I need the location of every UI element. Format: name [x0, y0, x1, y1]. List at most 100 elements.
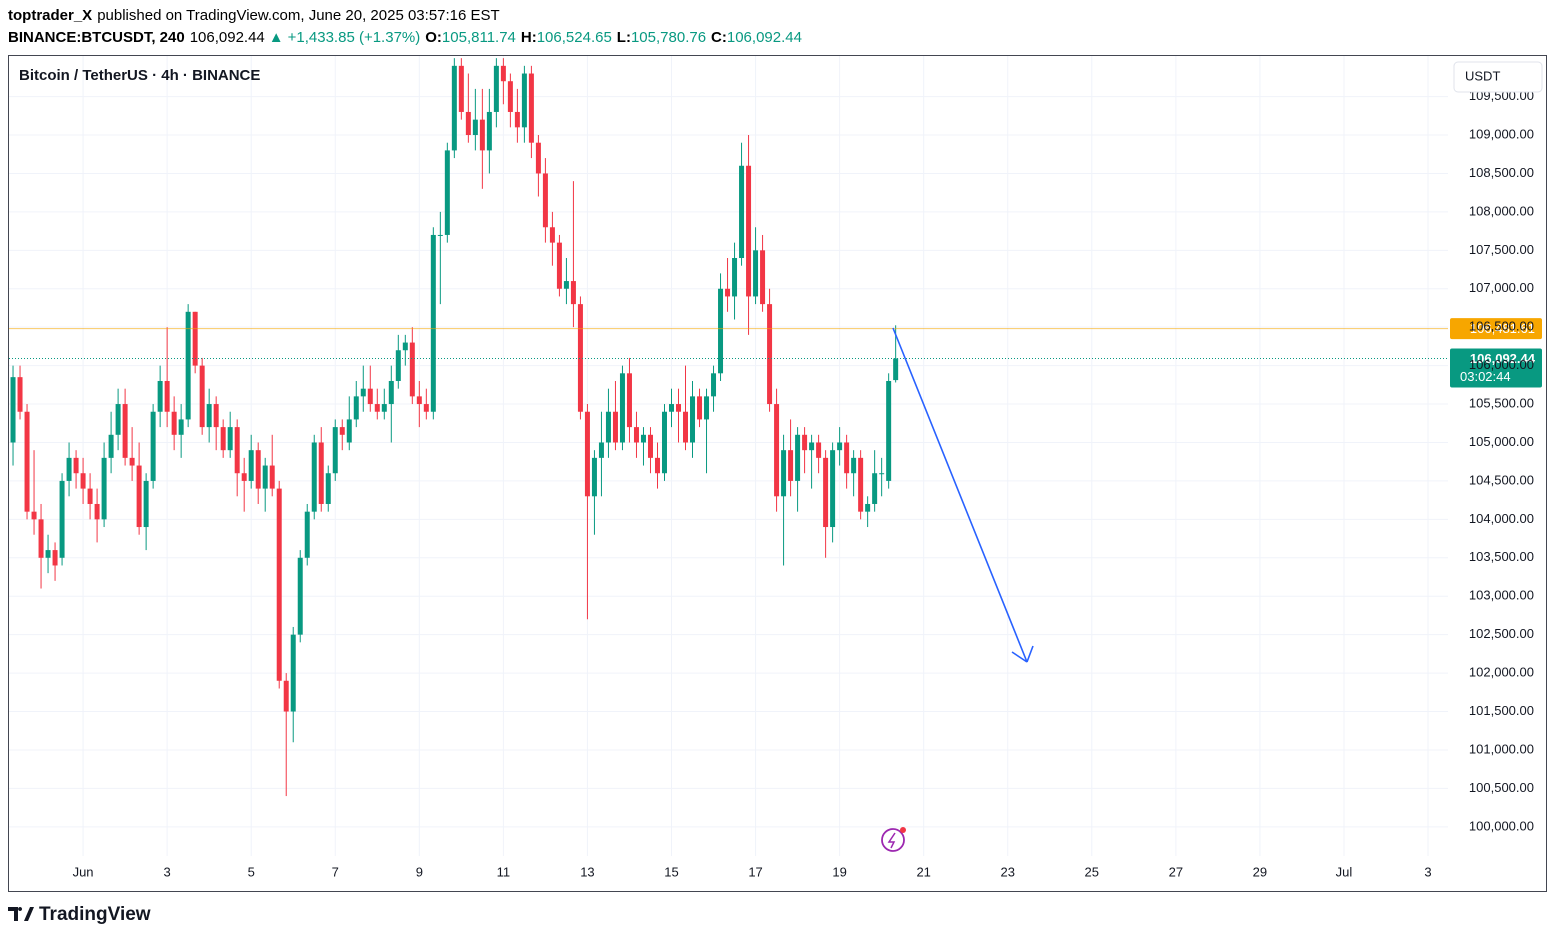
symbol: BINANCE:BTCUSDT, 240 [8, 29, 185, 46]
chart-title: Bitcoin / TetherUS · 4h · BINANCE [19, 67, 260, 84]
candle-body [332, 427, 338, 474]
candle-body [556, 242, 562, 289]
candle-body [73, 457, 79, 474]
candle-body [276, 488, 282, 681]
x-tick-label: 7 [332, 864, 339, 879]
candle-body [802, 434, 808, 451]
currency[interactable]: USDT [1465, 68, 1500, 83]
x-tick-label: 11 [497, 864, 511, 879]
candle-body [479, 119, 485, 151]
candle-body [101, 457, 107, 520]
candle-body [115, 404, 121, 435]
candle-body [108, 434, 114, 458]
candle-body [591, 457, 597, 497]
header-line-2: BINANCE:BTCUSDT, 240 106,092.44 ▲ +1,433.85… [8, 29, 802, 46]
price-lines: 106,481.61 106,092.44 03:02:44 [9, 318, 1542, 388]
currency-button[interactable] [1453, 61, 1543, 93]
ohlc-value: 106,524.65 [537, 29, 612, 46]
candle-body [395, 350, 401, 381]
y-tick-label: 102,000.00 [1469, 665, 1534, 680]
candle-body [136, 465, 142, 528]
candle-body [893, 358, 899, 381]
candle-body [844, 442, 850, 474]
candle-body [360, 388, 366, 397]
candle-body [528, 73, 534, 143]
y-tick-label: 109,000.00 [1469, 126, 1534, 141]
header-line-1: toptrader_X published on TradingView.com,… [8, 7, 500, 24]
x-tick-label: Jul [1336, 864, 1353, 879]
candle-body [563, 281, 569, 289]
candle-body [374, 404, 380, 412]
y-tick-label: 100,500.00 [1469, 780, 1534, 795]
candle-body [185, 311, 191, 420]
candle-body [781, 450, 787, 497]
y-tick-label: 107,500.00 [1469, 242, 1534, 257]
candle-body [612, 411, 618, 443]
ohlc-key: L: [617, 29, 631, 46]
candle-body [66, 457, 72, 481]
candle-body [577, 304, 583, 412]
candle-body [241, 473, 247, 481]
candle-body [795, 434, 801, 481]
candle-body [704, 396, 710, 420]
candle-body [732, 258, 738, 297]
candle-body [851, 457, 857, 474]
candle-body [402, 342, 408, 351]
candle-body [353, 396, 359, 420]
ohlc-value: 105,780.76 [631, 29, 706, 46]
candle-body [416, 396, 422, 405]
candle-body [283, 680, 289, 712]
x-tick-label: 3 [1424, 864, 1431, 879]
y-tick-label: 104,500.00 [1469, 472, 1534, 487]
candle-body [164, 380, 170, 412]
candle-body [626, 373, 632, 428]
ohlc-value: 105,811.74 [442, 29, 516, 46]
candle-body [465, 111, 471, 136]
candle-body [409, 342, 415, 397]
candle-body [24, 411, 30, 512]
y-tick-label: 106,000.00 [1469, 357, 1534, 372]
candle-body [823, 457, 829, 528]
y-tick-label: 104,000.00 [1469, 511, 1534, 526]
candle-body [760, 250, 766, 305]
lightning-icon [881, 827, 906, 852]
x-tick-label: 25 [1085, 864, 1099, 879]
x-tick-label: Jun [73, 864, 94, 879]
y-tick-label: 105,500.00 [1469, 395, 1534, 410]
candle-body [52, 550, 58, 566]
candle-body [661, 411, 667, 474]
candle-body [872, 473, 878, 504]
author: toptrader_X [8, 7, 92, 24]
candle-body [10, 377, 16, 443]
x-tick-label: 15 [664, 864, 678, 879]
candle-body [549, 227, 555, 243]
candle-body [388, 380, 394, 405]
candle-body [879, 473, 885, 475]
candle-body [346, 419, 352, 443]
candle-body [178, 419, 184, 435]
chart-frame [8, 55, 1547, 892]
candle-body [255, 450, 261, 489]
candle-body [711, 373, 717, 397]
candle-body [570, 281, 576, 305]
candle-body [213, 404, 219, 428]
candle-body [80, 473, 86, 489]
candle-body [619, 373, 625, 443]
y-tick-label: 107,000.00 [1469, 280, 1534, 295]
candle-body [521, 73, 527, 128]
candle-body [437, 234, 443, 236]
candle-body [367, 388, 373, 405]
candle-body [94, 503, 100, 520]
candle-body [718, 288, 724, 374]
candle-body [311, 442, 317, 512]
candle-body [654, 457, 660, 474]
candle-body [290, 634, 296, 712]
x-tick-label: 9 [416, 864, 423, 879]
candle-body [472, 119, 478, 136]
candle-body [668, 404, 674, 412]
axes: 100,000.00 100,500.00 101,000.00 101,500.00… [73, 88, 1534, 879]
last-price-tag [1450, 348, 1542, 388]
x-tick-label: 27 [1169, 864, 1183, 879]
candle-body [423, 404, 429, 412]
x-tick-label: 13 [580, 864, 594, 879]
